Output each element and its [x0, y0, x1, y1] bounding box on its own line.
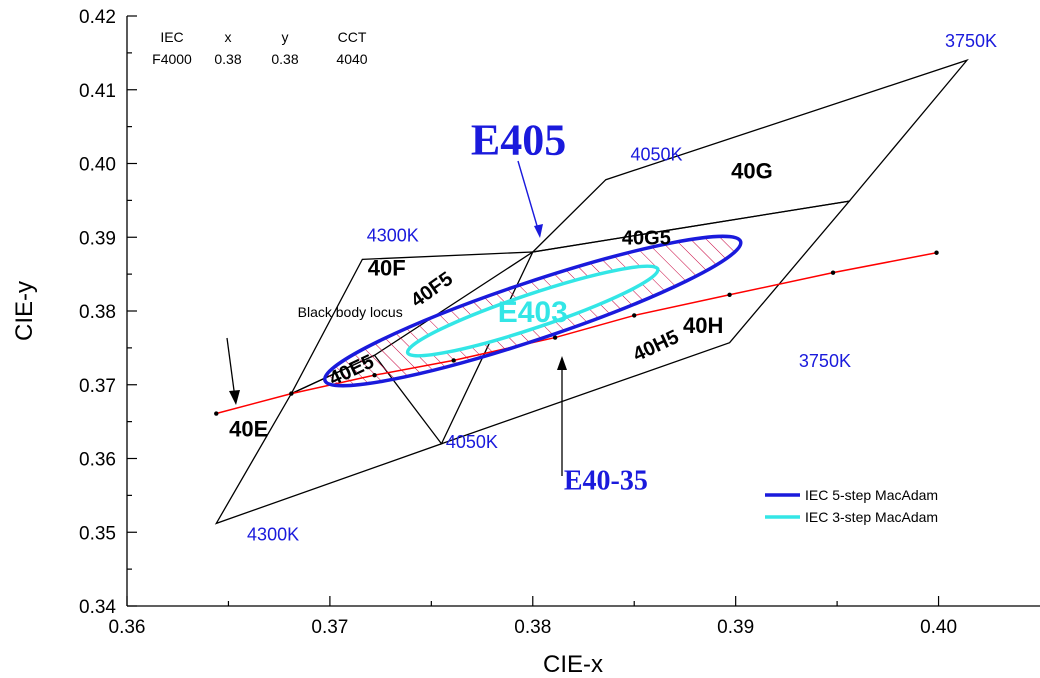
x-tick-label: 0.38 — [514, 617, 551, 638]
step-label: 40F5 — [407, 268, 457, 312]
info-cell: F4000 — [152, 51, 192, 67]
info-table: IEC x y CCT F4000 0.38 0.38 4040 — [152, 29, 368, 67]
locus-point — [934, 250, 939, 255]
x-axis-title: CIE-x — [543, 651, 603, 678]
cct-label: 3750K — [945, 31, 997, 51]
five-step-ring-hatch — [324, 236, 741, 386]
locus-point — [372, 372, 377, 378]
locus-point — [632, 313, 637, 318]
step-label: 40H5 — [630, 326, 683, 366]
y-tick-label: 0.41 — [79, 81, 116, 102]
locus-arrow — [226, 337, 236, 399]
step-label: 40G5 — [622, 228, 671, 250]
cct-label: 3750K — [799, 351, 851, 371]
region-label: 40F — [368, 256, 406, 281]
y-tick-label: 0.34 — [79, 597, 116, 618]
locus-point — [451, 358, 456, 363]
y-tick-label: 0.42 — [79, 7, 116, 28]
annotation-e403: E403 — [498, 296, 568, 329]
black-body-locus — [214, 250, 939, 416]
annotation-e405: E405 — [471, 116, 566, 165]
info-header: IEC — [160, 29, 183, 45]
y-tick-label: 0.39 — [79, 228, 116, 249]
x-tick-label: 0.37 — [311, 617, 348, 638]
info-cell: 0.38 — [214, 51, 241, 67]
locus-point — [214, 411, 219, 416]
x-tick-label: 0.39 — [717, 617, 754, 638]
y-tick-label: 0.40 — [79, 155, 116, 176]
x-tick-label: 0.40 — [920, 617, 957, 638]
cct-label: 4300K — [247, 524, 299, 544]
cct-label: 4050K — [631, 145, 683, 165]
region-40g — [530, 58, 969, 253]
e405-arrow-head — [534, 224, 543, 238]
locus-point — [830, 270, 836, 275]
legend-label: IEC 5-step MacAdam — [805, 487, 938, 503]
legend-label: IEC 3-step MacAdam — [805, 509, 938, 525]
cct-label: 4050K — [446, 432, 498, 452]
annotation-e40-35: E40-35 — [564, 465, 648, 496]
locus-point — [289, 391, 294, 396]
locus-arrow-head — [229, 390, 240, 405]
info-header: x — [225, 29, 232, 45]
axis-ticks: 0.36 0.37 0.38 0.39 0.40 0.34 0.35 0.36 0.37 0.38… — [79, 7, 957, 638]
cct-label: 4300K — [367, 226, 419, 246]
locus-point — [552, 335, 558, 340]
region-label: 40G — [731, 158, 773, 183]
y-axis-title: CIE-y — [11, 281, 38, 341]
info-cell: 0.38 — [271, 51, 298, 67]
y-tick-label: 0.36 — [79, 450, 116, 471]
info-header: y — [282, 29, 289, 45]
info-header: CCT — [338, 29, 367, 45]
region-label: 40E — [229, 416, 268, 441]
y-tick-label: 0.35 — [79, 523, 116, 544]
annotation-arrows — [226, 160, 567, 476]
legend: IEC 5-step MacAdam IEC 3-step MacAdam — [765, 487, 938, 525]
y-tick-label: 0.37 — [79, 376, 116, 397]
locus-point — [727, 292, 732, 297]
y-tick-label: 0.38 — [79, 302, 116, 323]
annotation-black-body-locus: Black body locus — [298, 304, 403, 320]
e405-arrow — [517, 160, 541, 237]
three-step-ellipse — [405, 264, 660, 358]
region-label: 40H — [683, 313, 723, 338]
five-step-ellipse — [323, 234, 743, 388]
x-tick-label: 0.36 — [109, 617, 146, 638]
info-cell: 4040 — [336, 51, 367, 67]
e40-35-arrow-head — [557, 356, 567, 370]
